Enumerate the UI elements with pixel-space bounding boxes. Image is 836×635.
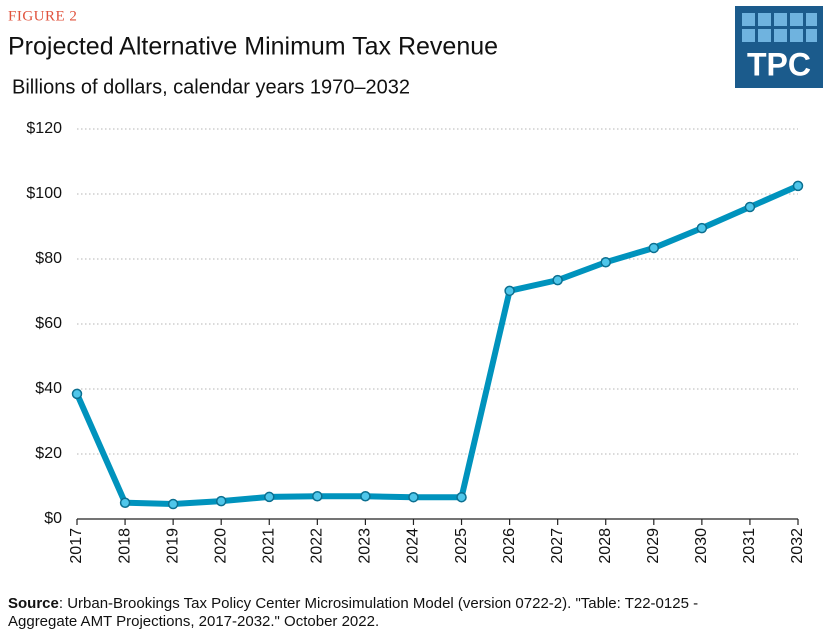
data-point bbox=[504, 285, 515, 297]
y-tick-label: $80 bbox=[35, 250, 62, 267]
y-tick-label: $20 bbox=[35, 445, 62, 462]
data-point bbox=[71, 388, 83, 400]
chart-subtitle: Billions of dollars, calendar years 1970… bbox=[12, 76, 410, 98]
x-tick-label: 2026 bbox=[501, 528, 518, 564]
x-tick-label: 2022 bbox=[309, 528, 326, 564]
x-tick-label: 2025 bbox=[453, 528, 470, 564]
x-tick-label: 2021 bbox=[260, 528, 277, 564]
data-point bbox=[119, 497, 131, 508]
data-point bbox=[312, 491, 323, 502]
source: Source: Urban-Brookings Tax Policy Cente… bbox=[8, 595, 698, 612]
x-tick-label: 2031 bbox=[741, 528, 758, 564]
data-point bbox=[360, 491, 371, 502]
chart-title: Projected Alternative Minimum Tax Revenu… bbox=[8, 33, 498, 61]
logo-text: TPC bbox=[747, 46, 811, 82]
y-tick-label: $0 bbox=[44, 510, 62, 527]
x-tick-label: 2019 bbox=[164, 528, 181, 564]
x-tick-label: 2032 bbox=[789, 528, 806, 564]
data-point bbox=[456, 491, 467, 503]
data-point bbox=[215, 495, 227, 507]
series-line bbox=[74, 183, 800, 508]
data-point bbox=[408, 491, 419, 503]
data-point bbox=[648, 242, 660, 254]
data-point bbox=[167, 498, 179, 510]
figure-label: FIGURE 2 bbox=[8, 8, 77, 24]
source-text: Aggregate AMT Projections, 2017-2032." O… bbox=[8, 613, 379, 630]
data-point bbox=[792, 180, 804, 192]
x-tick-label: 2023 bbox=[357, 528, 374, 564]
x-tick-label: 2024 bbox=[405, 528, 422, 564]
x-tick-label: 2018 bbox=[116, 528, 133, 564]
source-label: Source bbox=[8, 595, 59, 612]
y-tick-label: $60 bbox=[35, 315, 62, 332]
x-tick-label: 2027 bbox=[549, 528, 566, 564]
data-point bbox=[600, 257, 611, 268]
x-tick-label: 2020 bbox=[212, 528, 229, 564]
data-point bbox=[744, 201, 756, 213]
x-tick-label: 2029 bbox=[645, 528, 662, 564]
y-tick-label: $120 bbox=[26, 120, 62, 137]
y-tick-label: $40 bbox=[35, 380, 62, 397]
source-text: : Urban-Brookings Tax Policy Center Micr… bbox=[59, 595, 698, 612]
x-tick-label: 2028 bbox=[597, 528, 614, 564]
y-tick-label: $100 bbox=[26, 185, 62, 202]
data-point bbox=[696, 222, 708, 234]
logo-squares bbox=[742, 13, 817, 42]
data-point bbox=[264, 491, 275, 503]
x-tick-label: 2017 bbox=[68, 528, 85, 564]
logo: TPC bbox=[735, 6, 823, 88]
data-point bbox=[552, 274, 563, 286]
x-tick-label: 2030 bbox=[693, 528, 710, 564]
